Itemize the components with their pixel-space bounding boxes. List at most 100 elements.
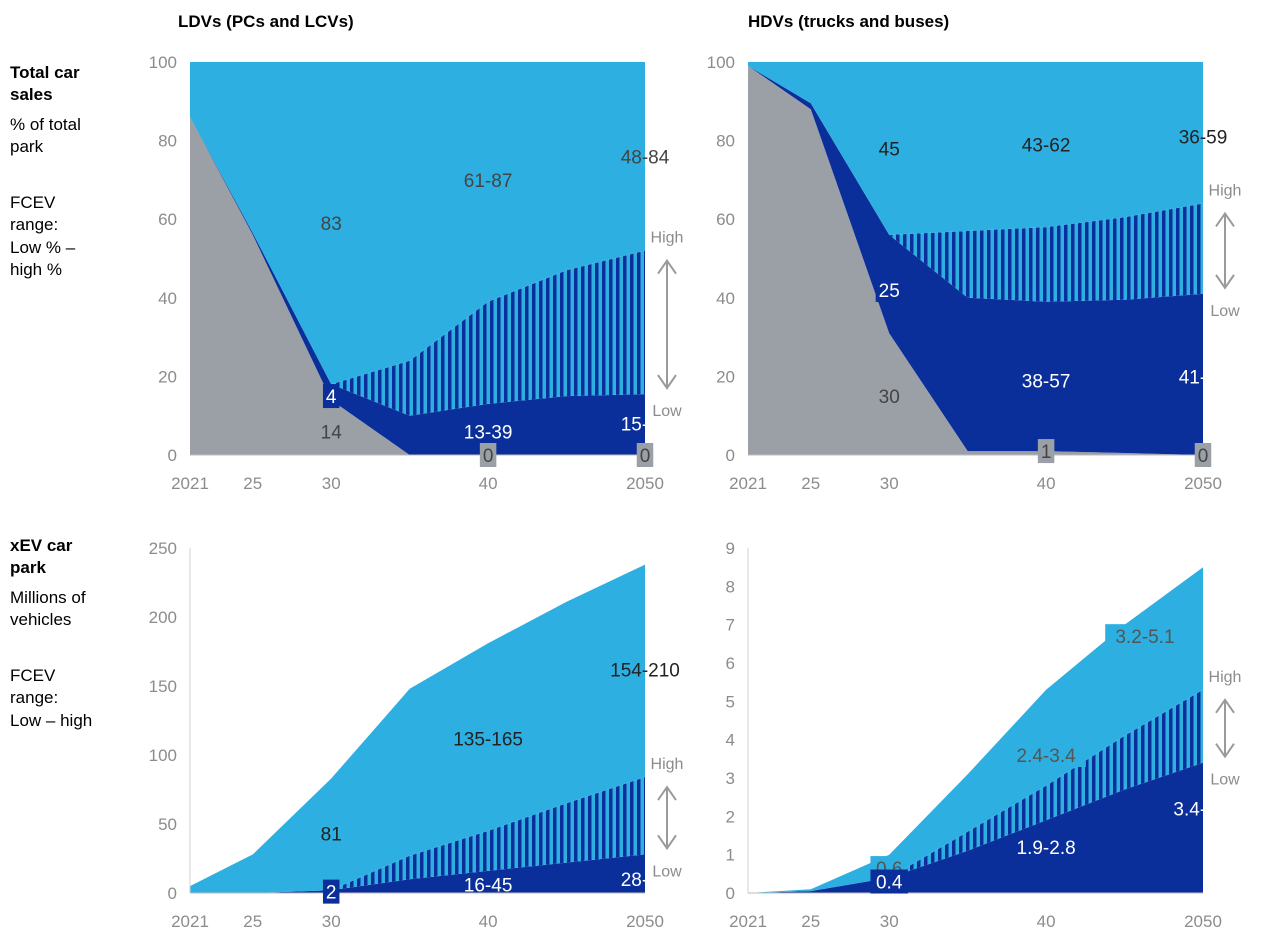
x-tick-label: 2050 [1184,474,1222,493]
range-arrow-head-down [657,374,677,390]
ice-area [190,117,645,455]
data-label: 48-84 [621,147,670,168]
data-label: 0 [640,446,651,467]
column-title-ldv: LDVs (PCs and LCVs) [178,12,354,31]
x-tick-label: 30 [322,474,341,493]
x-tick-label: 25 [243,912,262,931]
fcev-range-note: Low – high [10,710,93,730]
y-tick-label: 40 [716,289,735,308]
row-unit: park [10,137,44,157]
range-arrow-head-up [1215,211,1235,228]
range-arrow-head-up [657,258,677,275]
data-label-box [479,443,497,467]
x-tick-label: 30 [322,912,341,931]
y-tick-label: 50 [158,815,177,834]
data-label: 83 [321,214,342,235]
x-tick-label: 2021 [729,474,767,493]
data-label: 0.4 [876,873,903,894]
fcev-range-note: high % [10,259,62,279]
data-label: 38-57 [1022,371,1071,392]
fcev-low-area [748,762,1203,893]
range-high-label: High [651,756,684,773]
data-label: 2.4-3.4 [1017,746,1077,767]
range-high-label: High [1209,182,1242,199]
fcev-range-note: FCEV [10,666,56,686]
x-tick-label: 30 [880,474,899,493]
y-tick-label: 9 [726,539,735,558]
fcev-range-note: Low % – [10,237,76,257]
data-label-box [1194,443,1212,467]
y-tick-label: 20 [158,367,177,386]
chart-panel [748,567,1203,893]
data-label: 43-62 [1022,136,1071,157]
data-label-box [636,443,654,467]
x-tick-label: 2050 [626,912,664,931]
range-arrow-head-up [657,785,677,801]
row-unit: vehicles [10,610,72,630]
y-tick-label: 40 [158,289,177,308]
range-low-label: Low [1210,772,1240,789]
data-label: 15-52 [621,415,670,436]
y-tick-label: 100 [149,746,177,765]
y-tick-label: 4 [726,731,735,750]
range-low-label: Low [652,863,682,880]
data-label: 2 [326,883,337,904]
data-label: 14 [321,422,343,443]
data-label-box [1006,743,1086,767]
fcev-low-area [190,117,645,455]
bev-area [190,62,645,385]
y-tick-label: 1 [726,846,735,865]
fcev-range-area [190,117,645,416]
data-label-box [322,879,340,904]
row-heading: park [10,558,46,578]
x-tick-label: 25 [801,474,820,493]
x-tick-label: 40 [1037,474,1056,493]
data-label: 13-39 [464,422,513,443]
row-heading: xEV car [10,536,73,555]
y-tick-label: 100 [149,53,177,72]
fcev-low-area [748,65,1203,456]
range-high-label: High [651,230,684,247]
data-label: 61-87 [464,171,513,192]
fcev-low-area [190,854,645,893]
range-arrow-head-down [1215,274,1235,290]
data-label: 81 [321,825,342,846]
y-tick-label: 200 [149,608,177,627]
y-tick-label: 100 [707,53,735,72]
x-tick-label: 2021 [171,474,209,493]
y-tick-label: 60 [158,210,177,229]
data-label: 16-45 [464,876,513,897]
data-label: 3.4-5.2 [1173,800,1232,821]
fcev-range-note: range: [10,688,59,708]
fcev-range-area [190,777,645,893]
bev-area [748,567,1203,893]
y-tick-label: 6 [726,654,735,673]
range-low-label: Low [652,403,682,420]
data-label: 1.9-2.8 [1017,838,1076,859]
data-label: 135-165 [453,729,523,750]
y-tick-label: 2 [726,807,735,826]
fcev-range-area [748,689,1203,893]
fcev-range-note: range: [10,215,59,235]
y-tick-label: 3 [726,769,735,788]
data-label-box [875,277,903,302]
data-label-box [322,384,340,409]
y-tick-label: 0 [168,884,177,903]
data-label: 4 [326,387,337,408]
row-unit: % of total [10,115,81,135]
data-label-box [1037,439,1055,464]
x-tick-label: 40 [1037,912,1056,931]
bev-area [748,62,1203,235]
data-label: 25 [879,281,900,302]
y-tick-label: 5 [726,692,735,711]
x-tick-label: 40 [479,474,498,493]
y-tick-label: 80 [158,132,177,151]
row-header-park: xEV car park Millions of vehicles FCEV r… [10,535,92,732]
range-arrow-head-down [1215,743,1235,759]
x-tick-label: 40 [479,912,498,931]
x-tick-label: 2021 [171,912,209,931]
range-arrow-head-up [1215,698,1235,714]
column-title-hdv: HDVs (trucks and buses) [748,12,950,31]
x-tick-label: 25 [801,912,820,931]
